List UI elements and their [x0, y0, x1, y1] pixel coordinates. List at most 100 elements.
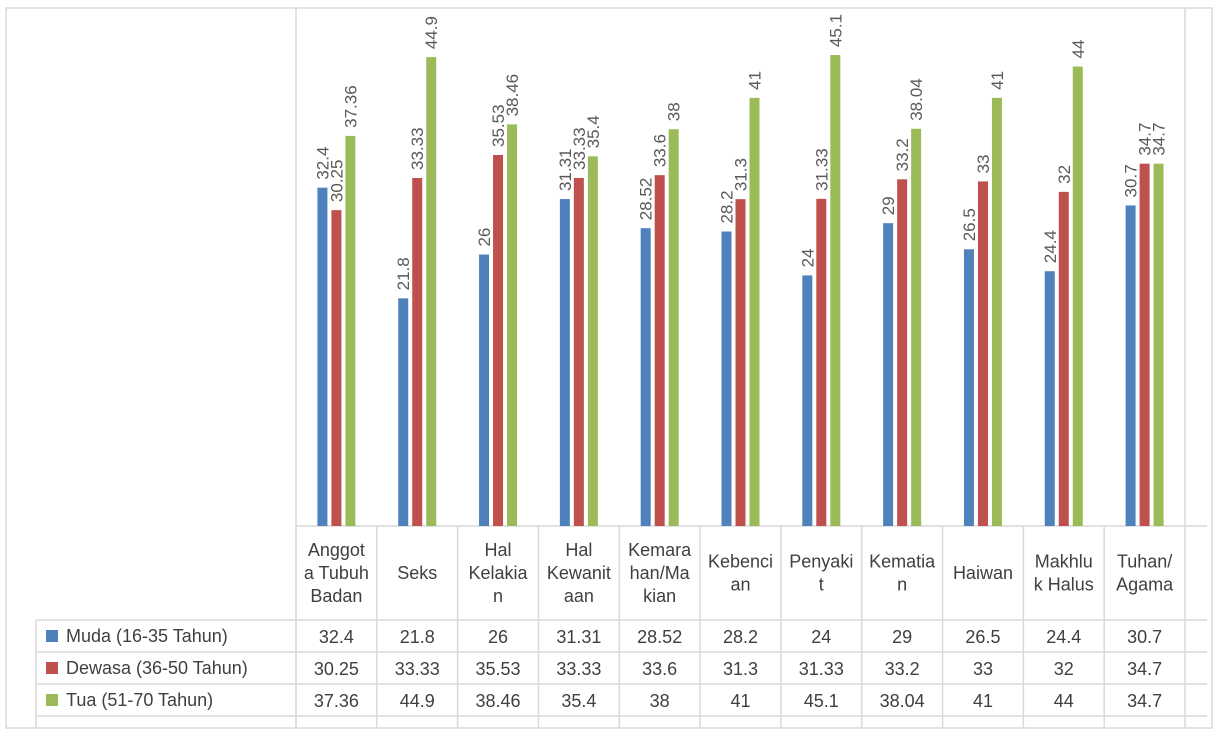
bar — [911, 128, 922, 526]
data-label: 26.5 — [960, 208, 979, 241]
chart-frame — [5, 7, 1213, 729]
table-cell-value: 29 — [892, 627, 912, 647]
table-cell-value: 28.2 — [723, 627, 758, 647]
bar — [412, 177, 423, 526]
bar — [721, 231, 732, 526]
data-label: 33.6 — [651, 134, 670, 167]
table-cell-value: 32.4 — [319, 627, 354, 647]
data-label: 26 — [475, 228, 494, 247]
data-label: 35.4 — [584, 115, 603, 148]
data-label: 32 — [1055, 165, 1074, 184]
data-label: 41 — [746, 71, 765, 90]
category-label: Makhlu k Halus — [1034, 552, 1094, 595]
data-label: 24 — [798, 248, 817, 267]
table-cell-value: 38 — [650, 691, 670, 711]
data-label: 45.1 — [826, 14, 845, 47]
bar — [963, 249, 974, 526]
data-label: 37.36 — [341, 85, 360, 128]
category-label: Penyaki t — [789, 552, 853, 595]
legend-key — [46, 662, 58, 674]
table-cell-value: 44.9 — [400, 691, 435, 711]
bar — [883, 223, 894, 526]
category-label: Hal Kelakia n — [469, 540, 529, 606]
table-cell-value: 28.52 — [637, 627, 682, 647]
data-label: 33.33 — [408, 127, 427, 170]
table-cell-value: 45.1 — [804, 691, 839, 711]
data-label: 38.46 — [503, 74, 522, 117]
data-label: 34.7 — [1136, 123, 1155, 156]
bar — [559, 199, 570, 526]
bar — [398, 298, 409, 526]
table-cell-value: 34.7 — [1127, 691, 1162, 711]
table-cell-value: 30.25 — [314, 659, 359, 679]
bar — [493, 154, 504, 526]
category-label: Kematia n — [869, 552, 936, 595]
data-label: 38.04 — [907, 78, 926, 121]
table-cell-value: 26 — [488, 627, 508, 647]
bar — [830, 55, 841, 526]
data-label: 29 — [879, 196, 898, 215]
bar — [977, 181, 988, 526]
bar — [991, 97, 1002, 526]
table-cell-value: 41 — [973, 691, 993, 711]
bar — [654, 175, 665, 526]
bar — [640, 228, 651, 526]
data-label: 28.2 — [718, 190, 737, 223]
data-label: 35.53 — [489, 104, 508, 147]
table-cell-value: 34.7 — [1127, 659, 1162, 679]
table-cell-value: 24 — [811, 627, 831, 647]
table-cell-value: 33.33 — [395, 659, 440, 679]
category-label: Kemara han/Ma kian — [628, 540, 692, 606]
data-label: 31.3 — [732, 158, 751, 191]
table-cell-value: 41 — [730, 691, 750, 711]
category-label: Hal Kewanit aan — [547, 540, 611, 606]
bar — [1044, 271, 1055, 526]
table-cell-value: 33.33 — [556, 659, 601, 679]
data-label: 24.4 — [1041, 230, 1060, 263]
category-label: Kebenci an — [708, 552, 773, 595]
bar — [668, 129, 679, 526]
bar — [735, 199, 746, 526]
bar — [479, 254, 490, 527]
bar — [317, 187, 328, 527]
category-label: Tuhan/Agama — [1116, 552, 1174, 595]
legend-key — [46, 694, 58, 706]
legend-entry: Muda (16-35 Tahun) — [66, 626, 228, 646]
table-cell-value: 30.7 — [1127, 627, 1162, 647]
data-label: 33.33 — [570, 127, 589, 170]
table-cell-value: 33 — [973, 659, 993, 679]
bar — [426, 57, 437, 526]
bar — [802, 275, 813, 526]
table-cell-value: 37.36 — [314, 691, 359, 711]
table-cell-value: 33.2 — [885, 659, 920, 679]
data-label: 31.31 — [556, 149, 575, 192]
table-grid — [5, 7, 1213, 729]
category-label: Haiwan — [953, 563, 1013, 583]
table-cell-value: 38.46 — [476, 691, 521, 711]
data-label: 44.9 — [422, 16, 441, 49]
bar — [1058, 191, 1069, 526]
bar — [816, 198, 827, 526]
data-label: 32.4 — [313, 147, 332, 180]
data-label: 21.8 — [394, 257, 413, 290]
data-label: 28.52 — [637, 178, 656, 221]
bar — [587, 156, 598, 526]
bars — [317, 55, 1164, 527]
data-label: 31.33 — [812, 148, 831, 191]
table-cell-value: 31.3 — [723, 659, 758, 679]
data-label: 33 — [974, 154, 993, 173]
table-cell-value: 35.53 — [476, 659, 521, 679]
bar — [749, 97, 760, 526]
legend-entry: Tua (51-70 Tahun) — [66, 690, 213, 710]
category-label: Anggot a Tubuh Badan — [304, 540, 369, 606]
bar — [1153, 163, 1164, 527]
table-cell-value: 26.5 — [965, 627, 1000, 647]
bar — [1139, 163, 1150, 527]
legend-key — [46, 630, 58, 642]
table-cell-value: 35.4 — [561, 691, 596, 711]
bar — [1072, 66, 1083, 527]
table-cell-value: 21.8 — [400, 627, 435, 647]
data-label: 30.7 — [1122, 164, 1141, 197]
